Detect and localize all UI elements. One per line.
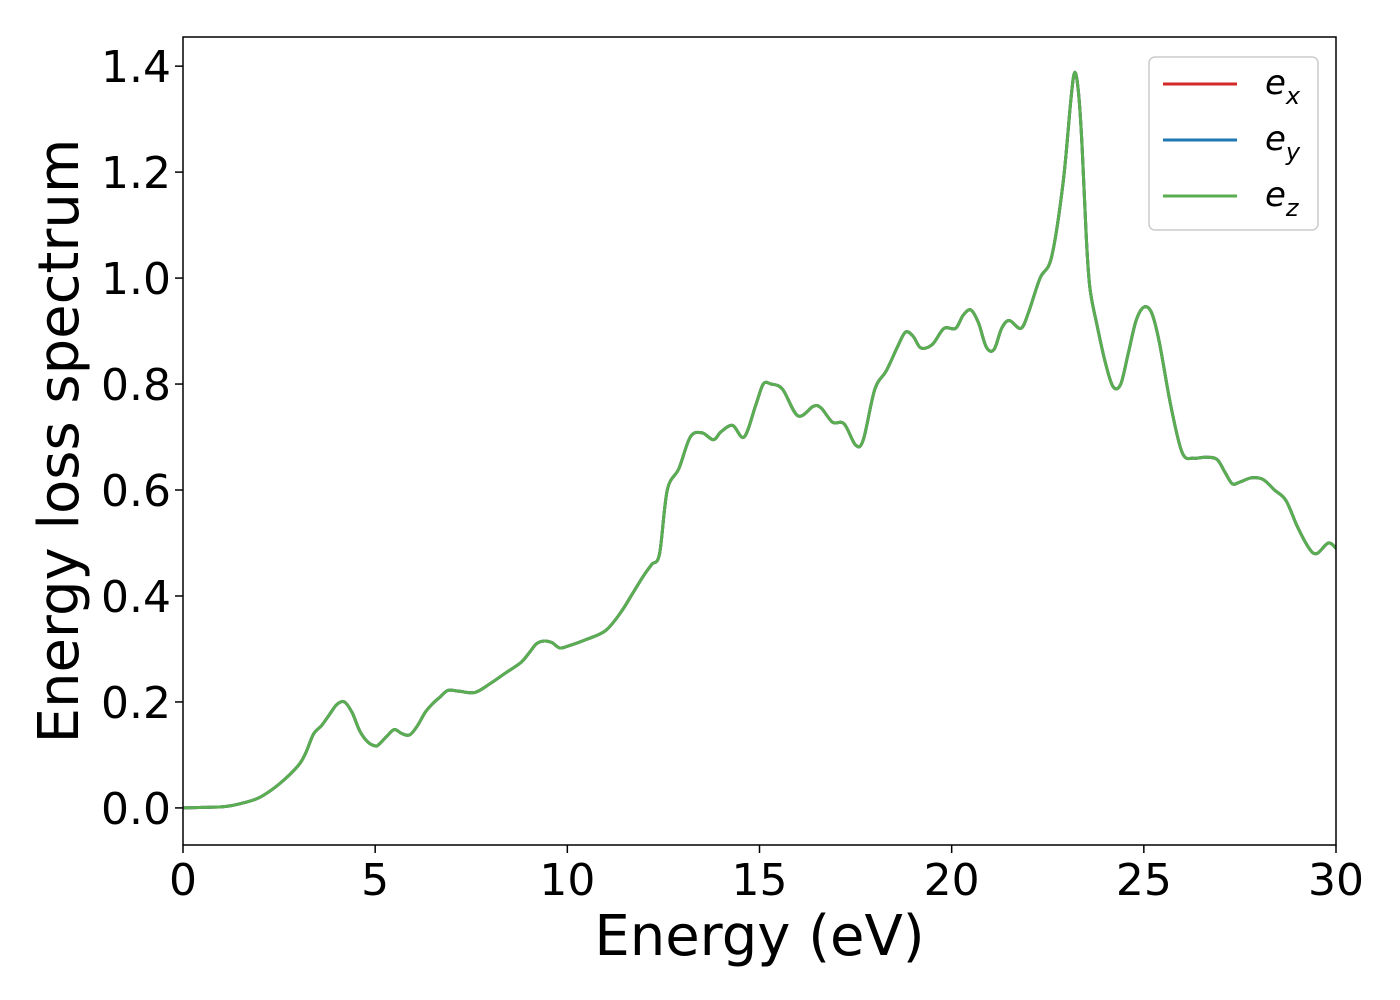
y-axis: 0.0 0.2 0.4 0.6 0.8 1.0 1.2 1.4 bbox=[101, 42, 183, 835]
y-tick-label: 0.6 bbox=[101, 466, 171, 517]
y-tick-label: 0.8 bbox=[101, 360, 171, 411]
series-line-ez bbox=[183, 70, 1336, 810]
x-axis: 0 5 10 15 20 25 30 bbox=[169, 845, 1364, 906]
legend-box bbox=[1148, 56, 1319, 231]
x-tick-label: 20 bbox=[924, 855, 980, 906]
y-tick-label: 0.2 bbox=[101, 678, 171, 729]
y-axis-label: Energy loss spectrum bbox=[27, 139, 92, 744]
y-tick-label: 0.0 bbox=[101, 784, 171, 835]
x-tick-label: 25 bbox=[1116, 855, 1172, 906]
x-tick-label: 30 bbox=[1308, 855, 1364, 906]
y-tick-label: 1.2 bbox=[101, 148, 171, 199]
x-axis-label: Energy (eV) bbox=[594, 904, 924, 969]
x-tick-label: 5 bbox=[361, 855, 389, 906]
x-tick-label: 15 bbox=[732, 855, 788, 906]
x-tick-label: 0 bbox=[169, 855, 197, 906]
series-layer bbox=[183, 70, 1336, 810]
y-tick-label: 0.4 bbox=[101, 572, 171, 623]
y-tick-label: 1.4 bbox=[101, 42, 171, 93]
y-tick-label: 1.0 bbox=[101, 254, 171, 305]
x-tick-label: 10 bbox=[539, 855, 595, 906]
